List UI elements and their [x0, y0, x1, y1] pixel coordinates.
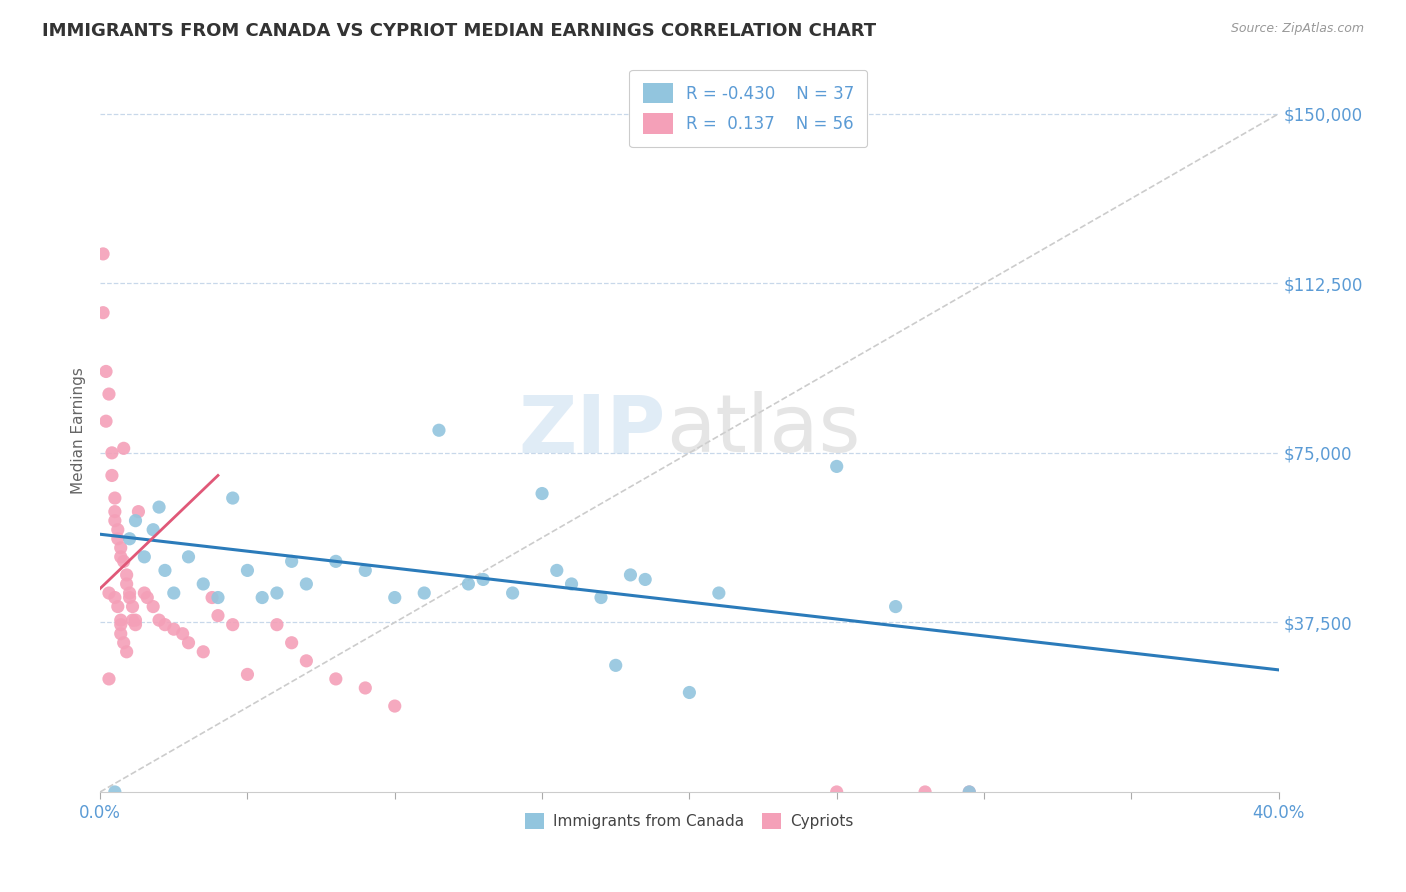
Point — [707, 586, 730, 600]
Point — [325, 554, 347, 568]
Point — [98, 586, 121, 600]
Point — [118, 586, 141, 600]
Point — [101, 446, 124, 460]
Text: atlas: atlas — [666, 392, 860, 469]
Point — [136, 591, 159, 605]
Point — [502, 586, 524, 600]
Point — [134, 549, 156, 564]
Point — [104, 514, 127, 528]
Point — [457, 577, 479, 591]
Point — [121, 599, 143, 614]
Y-axis label: Median Earnings: Median Earnings — [72, 367, 86, 493]
Point — [222, 617, 245, 632]
Point — [325, 672, 347, 686]
Point — [193, 577, 215, 591]
Point — [110, 549, 132, 564]
Point — [884, 599, 907, 614]
Point — [427, 423, 450, 437]
Point — [546, 563, 568, 577]
Point — [266, 617, 288, 632]
Point — [112, 554, 135, 568]
Point — [207, 591, 229, 605]
Point — [250, 591, 273, 605]
Point — [177, 549, 200, 564]
Point — [384, 699, 406, 714]
Point — [142, 523, 165, 537]
Point — [148, 500, 170, 515]
Point — [101, 468, 124, 483]
Point — [172, 626, 194, 640]
Point — [957, 785, 980, 799]
Point — [193, 645, 215, 659]
Point — [148, 613, 170, 627]
Point — [112, 636, 135, 650]
Point — [280, 554, 302, 568]
Point — [531, 486, 554, 500]
Point — [110, 617, 132, 632]
Point — [104, 785, 127, 799]
Point — [110, 613, 132, 627]
Point — [127, 505, 149, 519]
Point — [115, 568, 138, 582]
Point — [112, 442, 135, 456]
Point — [94, 414, 117, 428]
Point — [589, 591, 612, 605]
Point — [634, 573, 657, 587]
Point — [118, 532, 141, 546]
Point — [266, 586, 288, 600]
Point — [236, 667, 259, 681]
Point — [115, 577, 138, 591]
Point — [619, 568, 641, 582]
Point — [98, 672, 121, 686]
Point — [107, 599, 129, 614]
Point — [107, 523, 129, 537]
Point — [110, 626, 132, 640]
Point — [957, 785, 980, 799]
Point — [280, 636, 302, 650]
Point — [121, 613, 143, 627]
Point — [104, 591, 127, 605]
Point — [678, 685, 700, 699]
Point — [354, 681, 377, 695]
Point — [104, 491, 127, 505]
Point — [94, 364, 117, 378]
Point — [124, 617, 146, 632]
Point — [295, 577, 318, 591]
Point — [163, 622, 186, 636]
Point — [91, 247, 114, 261]
Point — [177, 636, 200, 650]
Point — [384, 591, 406, 605]
Point — [825, 459, 848, 474]
Point — [914, 785, 936, 799]
Point — [163, 586, 186, 600]
Point — [236, 563, 259, 577]
Text: ZIP: ZIP — [519, 392, 666, 469]
Point — [124, 514, 146, 528]
Point — [142, 599, 165, 614]
Point — [295, 654, 318, 668]
Point — [153, 563, 176, 577]
Point — [560, 577, 582, 591]
Point — [825, 785, 848, 799]
Point — [207, 608, 229, 623]
Point — [134, 586, 156, 600]
Point — [98, 387, 121, 401]
Text: IMMIGRANTS FROM CANADA VS CYPRIOT MEDIAN EARNINGS CORRELATION CHART: IMMIGRANTS FROM CANADA VS CYPRIOT MEDIAN… — [42, 22, 876, 40]
Point — [110, 541, 132, 555]
Point — [153, 617, 176, 632]
Legend: Immigrants from Canada, Cypriots: Immigrants from Canada, Cypriots — [519, 806, 859, 835]
Point — [104, 505, 127, 519]
Point — [201, 591, 224, 605]
Point — [107, 532, 129, 546]
Point — [118, 591, 141, 605]
Point — [472, 573, 495, 587]
Point — [354, 563, 377, 577]
Text: Source: ZipAtlas.com: Source: ZipAtlas.com — [1230, 22, 1364, 36]
Point — [413, 586, 436, 600]
Point — [124, 613, 146, 627]
Point — [605, 658, 627, 673]
Point — [91, 306, 114, 320]
Point — [115, 645, 138, 659]
Point — [222, 491, 245, 505]
